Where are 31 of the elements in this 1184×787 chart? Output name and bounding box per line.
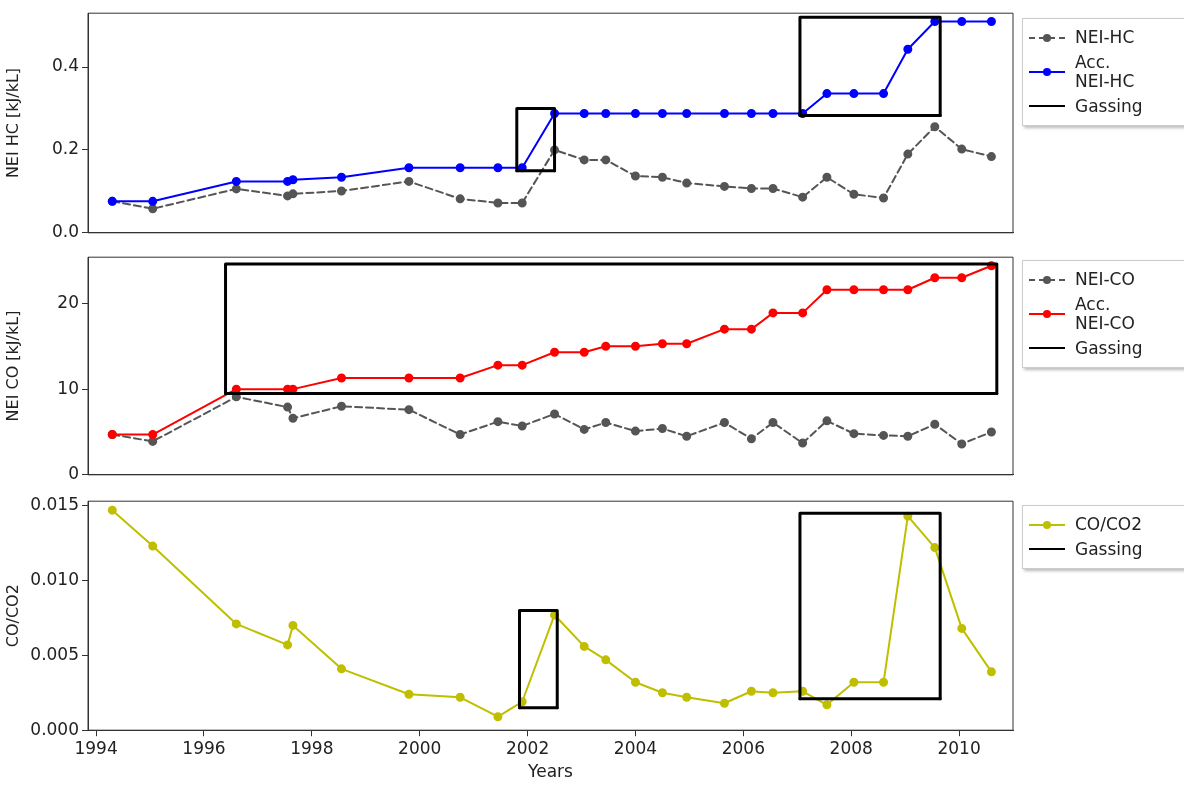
x-tick-label: 2002 xyxy=(505,737,550,758)
y-axis-title: NEI HC [kJ/kL] xyxy=(2,67,22,179)
y-tick-label: 0.2 xyxy=(51,138,79,159)
legend-label: Gassing xyxy=(1075,337,1143,359)
x-axis-title: Years xyxy=(527,761,574,782)
x-tick-label: 2004 xyxy=(613,737,658,758)
legend-label: Gassing xyxy=(1075,95,1143,117)
x-tick-label: 1996 xyxy=(182,737,226,758)
x-tick-label: 2010 xyxy=(937,737,981,758)
y-tick-label: 0 xyxy=(68,463,79,484)
legend-label: Acc. NEI-CO xyxy=(1075,293,1136,334)
y-tick-label: 10 xyxy=(57,377,79,398)
legend-label: NEI-CO xyxy=(1075,269,1135,290)
legend-label: CO/CO2 xyxy=(1075,514,1143,535)
y-tick-label: 0.010 xyxy=(30,568,79,589)
y-tick-label: 0.015 xyxy=(30,494,79,515)
x-tick-label: 2008 xyxy=(829,737,873,758)
y-tick-label: 0.005 xyxy=(30,643,79,664)
x-tick-label: 1994 xyxy=(74,737,118,758)
y-tick-label: 0.4 xyxy=(51,55,79,76)
y-axis-title: NEI CO [kJ/kL] xyxy=(2,310,22,422)
legend-label: Acc. NEI-HC xyxy=(1075,51,1136,92)
y-tick-label: 0.0 xyxy=(51,221,79,242)
x-tick-label: 1998 xyxy=(290,737,334,758)
x-tick-label: 2000 xyxy=(398,737,442,758)
y-tick-label: 20 xyxy=(57,291,79,312)
legend-label: Gassing xyxy=(1075,538,1143,560)
x-tick-label: 2006 xyxy=(721,737,765,758)
y-tick-label: 0.000 xyxy=(30,718,79,739)
legend-label: NEI-HC xyxy=(1075,27,1135,48)
y-axis-title: CO/CO2 xyxy=(2,584,22,648)
